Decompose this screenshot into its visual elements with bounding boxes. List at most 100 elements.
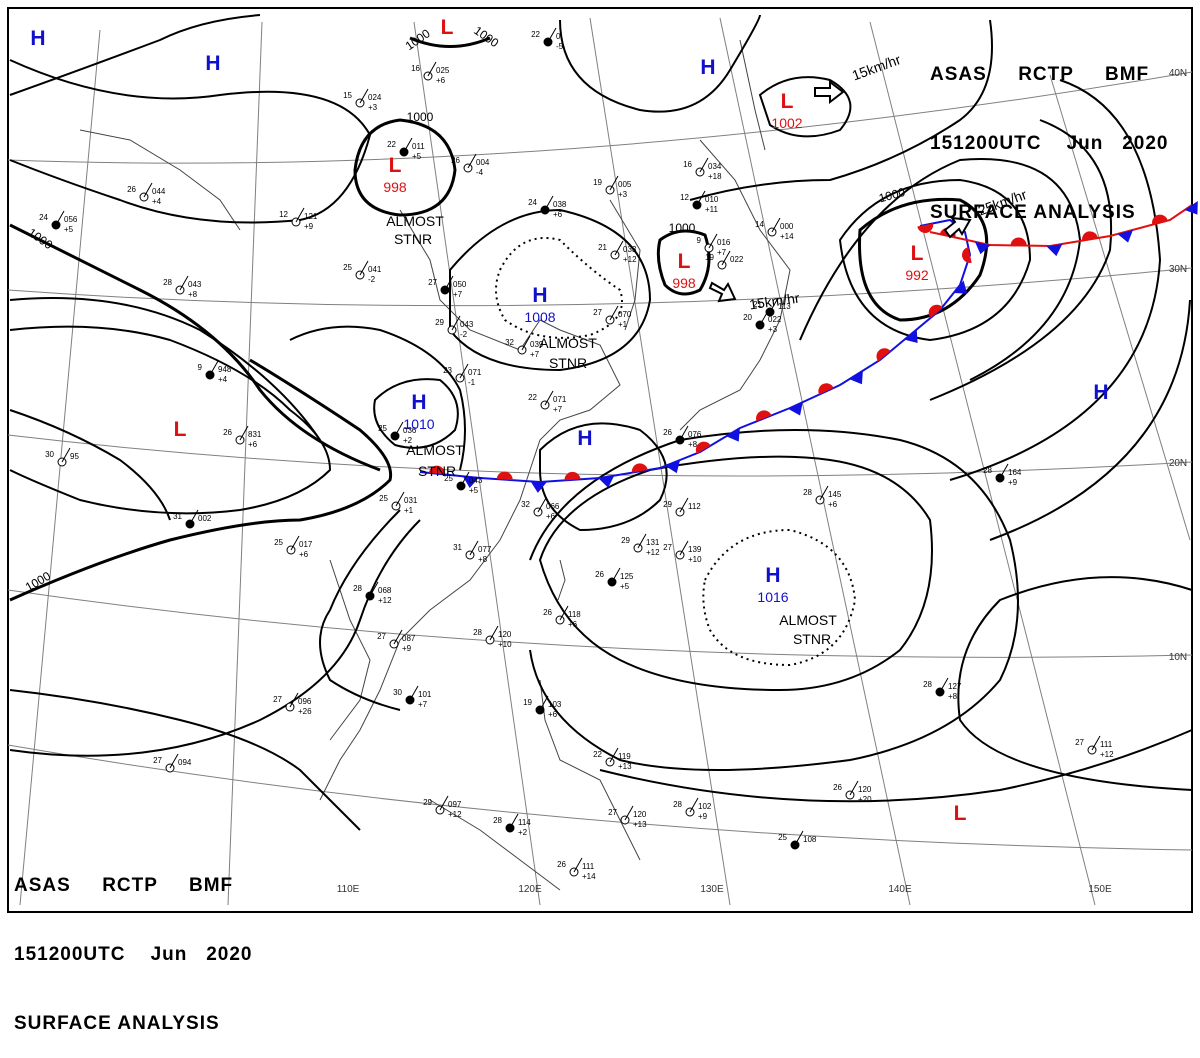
header-bottom-line2: 151200UTC Jun 2020 [14,944,253,965]
isobar-south-3 [9,519,421,757]
station-plot: 21 033+12 [598,240,637,264]
header-bottom-line3: SURFACE ANALYSIS [14,1013,220,1034]
station-plot: 19 022 [705,250,744,270]
coastlines [79,39,791,891]
station-pressure: 005 [618,180,632,189]
station-pressure: 102 [698,802,712,811]
wind-barb [394,421,404,437]
station-temperature: 19 [593,178,602,187]
latitude-label: 10N [1169,652,1187,663]
isobar-value-label: 1000 [877,185,907,206]
isobar-1016-outer1 [529,429,1019,771]
station-tendency: +8 [188,290,198,299]
station-temperature: 9 [198,363,203,372]
header-top-line1: ASAS RCTP BMF [930,64,1150,85]
wind-barb [611,567,621,583]
station-pressure: 120 [498,630,512,639]
warm-front-symbol [962,247,972,263]
fronts [419,201,1198,493]
wind-barb [696,190,706,206]
station-plot: 19 103+6 [523,695,562,719]
wind-barb [939,677,949,693]
station-plot: 25 017+6 [274,535,313,559]
high-pressure-center: H [1093,381,1108,404]
station-pressure: 114 [518,818,531,827]
coast-tibet [79,129,241,231]
cold-front-symbol [788,402,803,416]
station-temperature: 32 [505,338,514,347]
wind-barb [609,747,619,763]
isobar-west-a [9,325,332,515]
station-plot: 26 044+4 [127,182,166,206]
wind-barb [427,61,437,77]
station-tendency: +2 [518,828,528,837]
warm-front-line [929,204,1193,248]
motion-arrows [708,79,972,303]
surface-analysis-chart: HHLHL1002L998ALMOSTSTNRH1008ALMOSTSTNRL9… [7,7,1198,913]
wind-barb [143,182,153,198]
station-temperature: 22 [528,393,537,402]
isobar-992-outer4 [989,299,1191,541]
station-tendency: +5 [620,582,630,591]
wind-barb [359,260,369,276]
station-plot: 27 070+1 [593,305,632,329]
station-tendency: +5 [469,486,479,495]
stationary-note: STNR [549,355,587,371]
station-pressure: 103 [548,700,562,709]
station-temperature: 22 [387,140,396,149]
wind-barb [239,425,249,441]
station-pressure: 011 [412,142,425,151]
station-plot: 23 071-1 [443,363,482,387]
station-pressure: 041 [368,265,382,274]
station-plot: 9 016+7 [697,233,731,257]
wind-barb [544,390,554,406]
isobar-1010-ring [373,378,459,449]
isobar-west-b [9,297,321,441]
parallel-20n [7,434,1193,477]
station-temperature: 31 [173,512,182,521]
station-tendency: +9 [1008,478,1018,487]
station-temperature: 26 [833,783,842,792]
station-tendency: -2 [460,330,468,339]
motion-arrow-998 [708,281,737,303]
warm-front-symbol [756,410,772,422]
station-tendency: +6 [568,620,578,629]
coast-indochina [329,559,371,741]
station-pressure: 066 [546,502,560,511]
isobar-1002-ring [758,76,852,138]
station-plot: 29 131+12 [621,533,660,557]
station-pressure: 016 [717,238,731,247]
cold-front-symbol [598,475,615,488]
station-temperature: 29 [663,500,672,509]
grid-labels: 110E 120E 130E 140E 150E 40N 30N 20N 10N [337,68,1187,895]
station-temperature: 28 [163,278,172,287]
station-tendency: +2 [403,436,413,445]
station-pressure: 120 [858,785,872,794]
stationary-note: STNR [394,231,432,247]
station-temperature: 27 [377,632,386,641]
station-temperature: 28 [673,800,682,809]
wind-barb [624,805,634,821]
station-tendency: -2 [368,275,376,284]
station-temperature: 23 [443,366,452,375]
station-plot: 22 119+13 [593,747,632,771]
wind-barb [459,363,469,379]
station-pressure: 043 [469,476,483,485]
station-pressure: 017 [299,540,313,549]
station-tendency: +1 [404,506,414,515]
station-pressure: 071 [553,395,567,404]
station-plot: 26 831+6 [223,425,262,449]
station-tendency: +20 [858,795,872,804]
wind-barb [769,297,779,313]
station-temperature: 28 [983,466,992,475]
wind-barb [451,315,461,331]
coast-philippines [539,679,641,861]
station-pressure: 033 [623,245,637,254]
warm-front-symbol [928,304,943,318]
coast-borneo [429,799,561,891]
wind-barb [439,795,449,811]
station-pressure: 010 [705,195,719,204]
isobar-east-arc [689,19,993,201]
wind-barb [849,780,859,796]
station-temperature: 21 [598,243,607,252]
